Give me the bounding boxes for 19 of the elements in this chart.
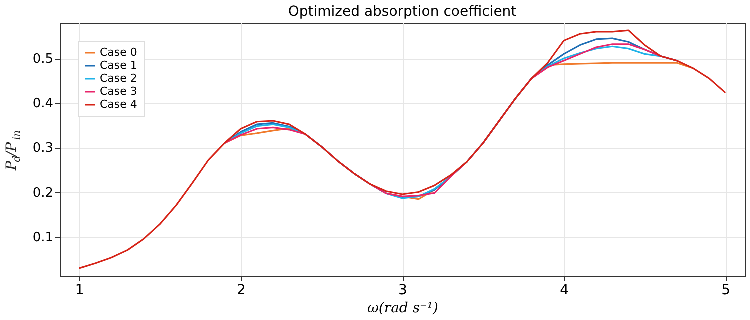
x-tick-label: 5 [722, 282, 731, 298]
x-tick-label: 4 [560, 282, 570, 298]
y-tick-label: 0.5 [32, 52, 54, 68]
legend-label: Case 1 [100, 59, 138, 72]
y-tick-label: 0.4 [32, 96, 54, 112]
x-tick-label: 3 [398, 282, 408, 298]
x-tick-label: 2 [236, 282, 246, 298]
line-series [78, 30, 726, 270]
legend-label: Case 2 [100, 72, 138, 85]
y-tick-label: 0.2 [32, 186, 54, 201]
y-axis-title: Pd/Pin [4, 130, 23, 172]
x-axis-title: ω(rad s⁻¹) [368, 300, 438, 316]
y-tick-label: 0.1 [32, 230, 54, 246]
legend-label: Case 4 [100, 98, 138, 111]
x-tick-label: 1 [75, 282, 84, 298]
legend-label: Case 0 [100, 46, 138, 59]
chart-title: Optimized absorption coefficient [288, 4, 518, 20]
legend-label: Case 3 [100, 85, 138, 98]
y-tick-label: 0.3 [32, 141, 54, 156]
